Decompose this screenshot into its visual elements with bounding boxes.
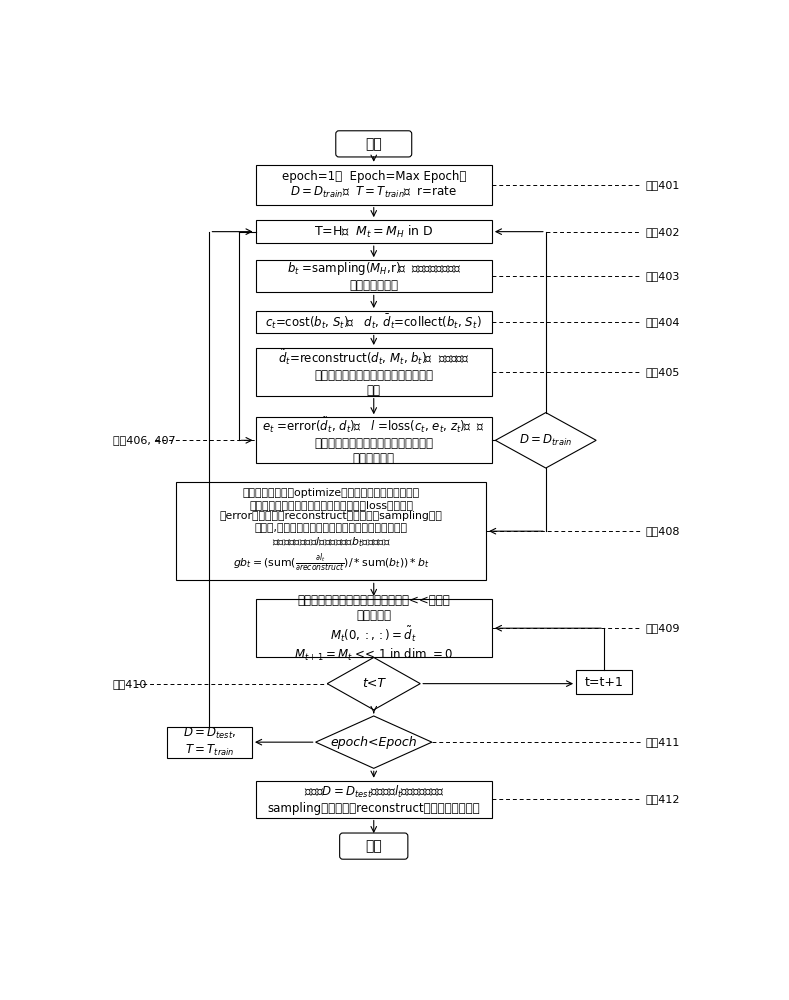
Text: $D = D_{test}$,
$T = T_{train}$: $D = D_{test}$, $T = T_{train}$ bbox=[183, 726, 236, 758]
FancyBboxPatch shape bbox=[256, 348, 492, 396]
Text: 步骤404: 步骤404 bbox=[645, 317, 679, 327]
Text: t<T: t<T bbox=[362, 677, 385, 690]
Text: 步骤401: 步骤401 bbox=[645, 180, 679, 190]
Text: $\tilde{d}_t$=reconstruct($d_t$, $M_t$, $b_t$)，  并记录当前
所有参数値和每步操作的输出对输入的
梯度: $\tilde{d}_t$=reconstruct($d_t$, $M_t$, … bbox=[278, 347, 469, 397]
Text: 步骤411: 步骤411 bbox=[645, 737, 679, 747]
FancyBboxPatch shape bbox=[256, 781, 492, 818]
Polygon shape bbox=[327, 657, 421, 710]
Text: 步骤403: 步骤403 bbox=[645, 271, 679, 281]
Text: epoch<Epoch: epoch<Epoch bbox=[331, 736, 417, 749]
Text: 步骤405: 步骤405 bbox=[645, 367, 679, 377]
FancyBboxPatch shape bbox=[256, 260, 492, 292]
Text: 步骤406, 407: 步骤406, 407 bbox=[113, 435, 175, 445]
Text: 步骤408: 步骤408 bbox=[645, 526, 679, 536]
Text: 开始: 开始 bbox=[365, 137, 382, 151]
FancyBboxPatch shape bbox=[256, 220, 492, 243]
Text: $c_t$=cost($b_t$, $S_t$)，   $d_t$, $\bar{d}_t$=collect($b_t$, $S_t$): $c_t$=cost($b_t$, $S_t$)， $d_t$, $\bar{d… bbox=[265, 312, 482, 331]
FancyBboxPatch shape bbox=[576, 670, 632, 694]
Text: epoch=1，  Epoch=Max Epoch，
$D = D_{train}$，  $T = T_{train}$，  r=rate: epoch=1， Epoch=Max Epoch， $D = D_{train}… bbox=[282, 170, 466, 200]
FancyBboxPatch shape bbox=[339, 833, 408, 859]
Text: 结束: 结束 bbox=[365, 839, 382, 853]
Polygon shape bbox=[316, 716, 432, 768]
Polygon shape bbox=[495, 413, 596, 468]
Text: 步骤409: 步骤409 bbox=[645, 623, 679, 633]
Text: 选择当$D = D_{test}$时，使得$l_t$最小的抄样模型
sampling和重建模型reconstruct作为输出的模型。: 选择当$D = D_{test}$时，使得$l_t$最小的抄样模型 sampli… bbox=[267, 784, 480, 815]
FancyBboxPatch shape bbox=[166, 727, 252, 758]
Text: 步骤402: 步骤402 bbox=[645, 227, 679, 237]
Text: 按照如下公式更新记忆矩阵，其中，<<为循环
左移操作。
$M_t(0,:,:) = \tilde{d}_t$
$M_{t+1} = M_t$ << $1$ in: 按照如下公式更新记忆矩阵，其中，<<为循环 左移操作。 $M_t(0,:,:) … bbox=[294, 594, 453, 663]
FancyBboxPatch shape bbox=[256, 165, 492, 205]
FancyBboxPatch shape bbox=[336, 131, 412, 157]
Text: 步骤412: 步骤412 bbox=[645, 794, 679, 804]
FancyBboxPatch shape bbox=[256, 417, 492, 463]
FancyBboxPatch shape bbox=[256, 311, 492, 333]
Text: 按照梯度更新算法optimize进行损失回传，计算损失値
关于各参数的梯度，并以此进行损失函数loss，误差函
数error，重建模型reconstruct，抄: 按照梯度更新算法optimize进行损失回传，计算损失値 关于各参数的梯度，并以… bbox=[219, 488, 443, 574]
Text: $D = D_{train}$: $D = D_{train}$ bbox=[519, 433, 572, 448]
Text: t=t+1: t=t+1 bbox=[585, 676, 623, 689]
FancyBboxPatch shape bbox=[176, 482, 486, 580]
Text: 步骤410: 步骤410 bbox=[113, 679, 147, 689]
FancyBboxPatch shape bbox=[256, 599, 492, 657]
Text: $b_t$ =sampling($M_H$,r)，  并记录每步操作的
输出对输入梯度: $b_t$ =sampling($M_H$,r)， 并记录每步操作的 输出对输入… bbox=[286, 260, 461, 292]
Text: $e_t$ =error($\tilde{d}_t$, $\bar{d}_t$)，   $l$ =loss($c_t$, $e_t$, $z_t$)，  并
记: $e_t$ =error($\tilde{d}_t$, $\bar{d}_t$)… bbox=[263, 416, 485, 465]
Text: T=H，  $M_t = M_H$ in D: T=H， $M_t = M_H$ in D bbox=[314, 224, 433, 240]
